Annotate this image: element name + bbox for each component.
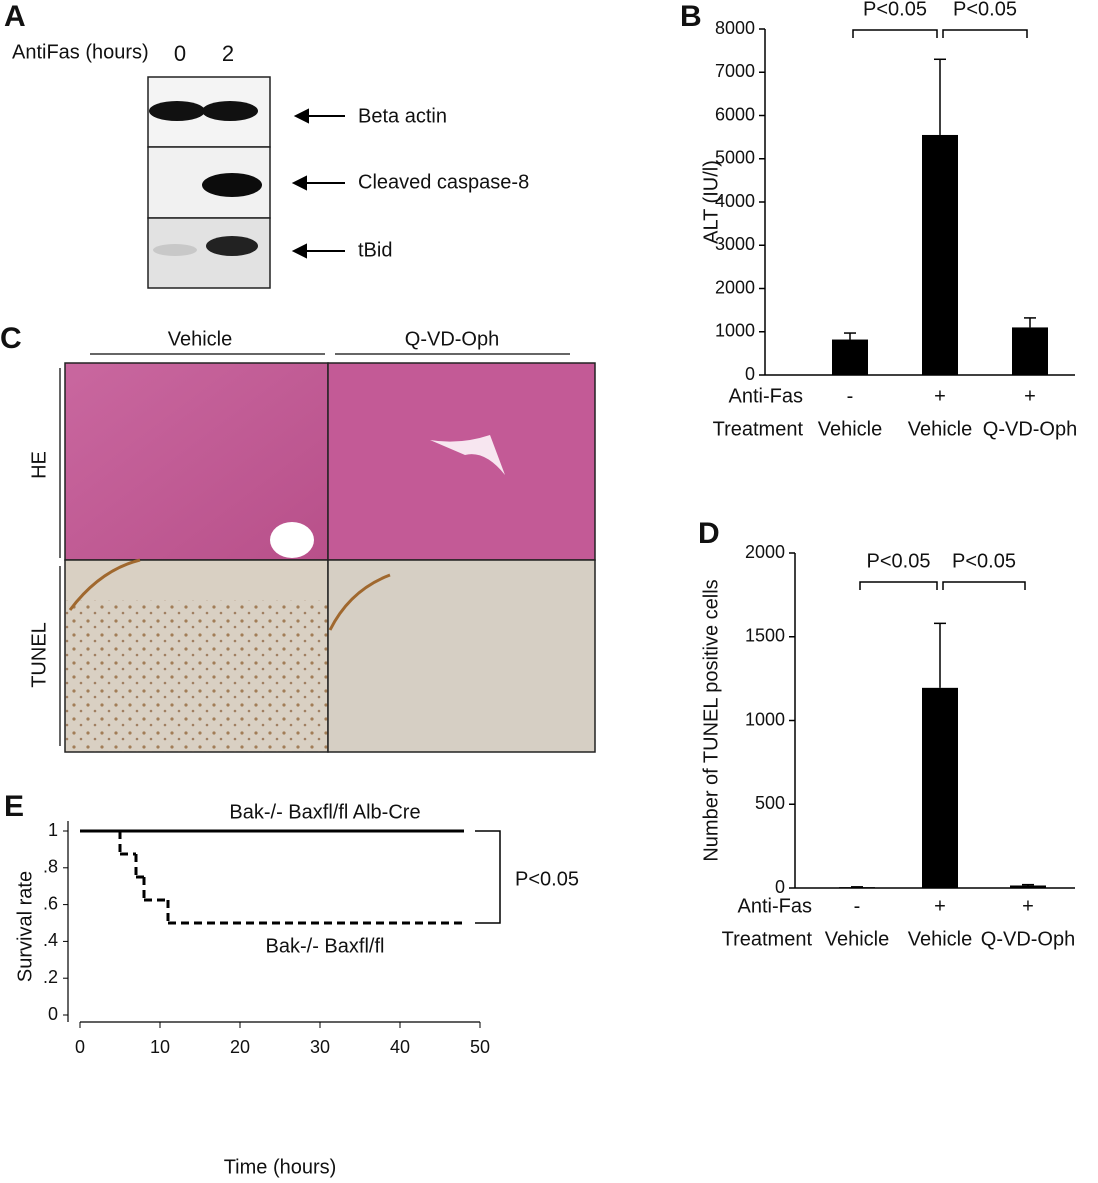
- x-tick-label: -: [854, 895, 861, 917]
- category-row-name: Treatment: [713, 418, 804, 440]
- histology-lines: [59, 353, 570, 746]
- x-tick-label: +: [934, 895, 946, 917]
- panel-letter: B: [680, 0, 702, 33]
- y-tick-label: 6000: [715, 104, 755, 124]
- significance-bracket: [942, 29, 1028, 38]
- significance-label: P<0.05: [953, 0, 1017, 20]
- significance-bracket: [859, 581, 938, 590]
- bar: [922, 134, 958, 375]
- blot-x-label: AntiFas (hours): [12, 41, 149, 63]
- significance-label: P<0.05: [867, 550, 931, 572]
- significance-bracket: [475, 830, 501, 924]
- category-row-name: Treatment: [722, 928, 813, 950]
- blot-image: [147, 76, 271, 289]
- x-tick-label: Q-VD-Oph: [981, 928, 1075, 950]
- panel-letter: A: [4, 0, 26, 33]
- lane-label: 2: [222, 41, 234, 66]
- bar: [1010, 885, 1046, 888]
- category-row-name: Anti-Fas: [738, 895, 812, 917]
- panel-letter: E: [4, 790, 24, 823]
- y-tick-label: 5000: [715, 148, 755, 168]
- y-tick-label: .8: [43, 857, 58, 877]
- category-row-name: Anti-Fas: [729, 385, 803, 407]
- y-tick-label: 1: [48, 820, 58, 840]
- band-label: Beta actin: [358, 105, 447, 127]
- x-tick-label: Vehicle: [818, 418, 883, 440]
- x-tick-label: 20: [230, 1037, 250, 1057]
- significance-bracket: [942, 581, 1026, 590]
- significance-label: P<0.05: [863, 0, 927, 20]
- significance-label: P<0.05: [952, 550, 1016, 572]
- y-tick-label: 4000: [715, 191, 755, 211]
- column-label: Q-VD-Oph: [405, 328, 499, 350]
- x-tick-label: 0: [75, 1037, 85, 1057]
- x-tick-label: Vehicle: [825, 928, 890, 950]
- x-axis-label: Time (hours): [224, 1156, 337, 1178]
- x-tick-label: +: [1024, 385, 1036, 407]
- y-tick-label: 500: [755, 793, 785, 813]
- y-tick-label: .6: [43, 893, 58, 913]
- y-axis-label: Number of TUNEL positive cells: [700, 579, 722, 861]
- y-tick-label: 3000: [715, 234, 755, 254]
- x-tick-label: Q-VD-Oph: [983, 418, 1077, 440]
- significance-bracket: [852, 29, 938, 38]
- y-axis-label: ALT (IU/l): [700, 160, 722, 244]
- y-tick-label: 2000: [715, 277, 755, 297]
- x-tick-label: 10: [150, 1037, 170, 1057]
- column-label: Vehicle: [168, 328, 233, 350]
- lane-label: 0: [174, 41, 186, 66]
- bar: [832, 339, 868, 375]
- y-tick-label: 7000: [715, 61, 755, 81]
- x-tick-label: 50: [470, 1037, 490, 1057]
- series-label: Bak-/- Baxfl/fl Alb-Cre: [229, 801, 420, 823]
- band-label: tBid: [358, 239, 392, 261]
- bar: [839, 887, 875, 888]
- y-tick-label: .2: [43, 967, 58, 987]
- x-tick-label: +: [1022, 895, 1034, 917]
- y-tick-label: 0: [745, 364, 755, 384]
- y-tick-label: 1500: [745, 626, 785, 646]
- series-label: Bak-/- Baxfl/fl: [266, 935, 385, 957]
- histology-images: [64, 362, 596, 753]
- y-axis-label: Survival rate: [14, 871, 36, 982]
- y-tick-label: 1000: [745, 709, 785, 729]
- x-tick-label: Vehicle: [908, 418, 973, 440]
- x-tick-label: -: [847, 385, 854, 407]
- y-tick-label: 1000: [715, 321, 755, 341]
- y-tick-label: 0: [48, 1004, 58, 1024]
- y-tick-label: .4: [43, 930, 58, 950]
- y-tick-label: 8000: [715, 18, 755, 38]
- x-tick-label: +: [934, 385, 946, 407]
- band-label: Cleaved caspase-8: [358, 171, 529, 193]
- row-label: HE: [28, 451, 50, 479]
- arrows: [291, 108, 345, 259]
- panel-letter: C: [0, 322, 22, 355]
- row-label: TUNEL: [28, 622, 50, 688]
- x-tick-label: 40: [390, 1037, 410, 1057]
- y-tick-label: 0: [775, 877, 785, 897]
- panel-letter: D: [698, 517, 720, 550]
- bar: [1012, 327, 1048, 375]
- significance-label: P<0.05: [515, 868, 579, 890]
- x-tick-label: Vehicle: [908, 928, 973, 950]
- bar: [922, 687, 958, 888]
- y-tick-label: 2000: [745, 542, 785, 562]
- x-tick-label: 30: [310, 1037, 330, 1057]
